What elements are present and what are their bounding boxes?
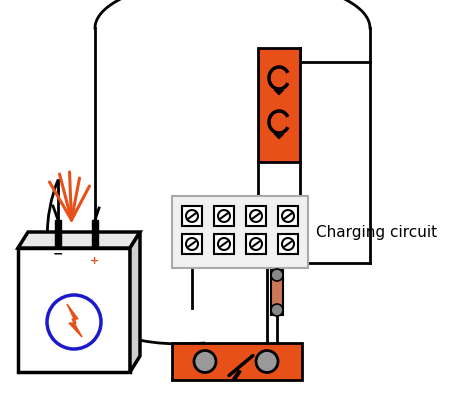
Circle shape: [194, 351, 216, 372]
Text: +: +: [90, 256, 99, 266]
Bar: [214, 206, 234, 226]
Bar: [246, 206, 266, 226]
Polygon shape: [130, 232, 140, 372]
Polygon shape: [274, 134, 284, 139]
Circle shape: [271, 304, 283, 316]
Circle shape: [186, 210, 198, 222]
Circle shape: [271, 269, 283, 281]
Bar: [258, 48, 300, 162]
Circle shape: [186, 238, 198, 250]
Bar: [172, 196, 308, 268]
Bar: [278, 206, 298, 226]
Circle shape: [256, 351, 278, 372]
Bar: [278, 234, 298, 254]
Circle shape: [218, 210, 230, 222]
Bar: [214, 234, 234, 254]
Circle shape: [282, 210, 294, 222]
Bar: [271, 270, 283, 315]
Bar: [18, 248, 130, 372]
Text: Charging circuit: Charging circuit: [316, 225, 437, 240]
Bar: [182, 206, 202, 226]
Polygon shape: [274, 90, 284, 95]
Bar: [55, 220, 61, 248]
Bar: [172, 343, 302, 380]
Circle shape: [250, 210, 262, 222]
Text: −: −: [53, 248, 64, 261]
Circle shape: [250, 238, 262, 250]
Circle shape: [47, 295, 101, 349]
Bar: [246, 234, 266, 254]
Circle shape: [282, 238, 294, 250]
Polygon shape: [67, 304, 82, 337]
Polygon shape: [18, 232, 140, 248]
Circle shape: [218, 238, 230, 250]
Bar: [92, 220, 98, 248]
Bar: [182, 234, 202, 254]
